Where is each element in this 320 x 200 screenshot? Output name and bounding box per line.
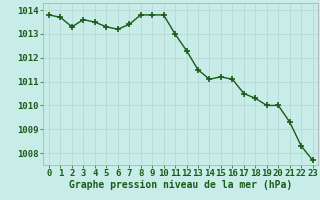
X-axis label: Graphe pression niveau de la mer (hPa): Graphe pression niveau de la mer (hPa) (69, 180, 292, 190)
